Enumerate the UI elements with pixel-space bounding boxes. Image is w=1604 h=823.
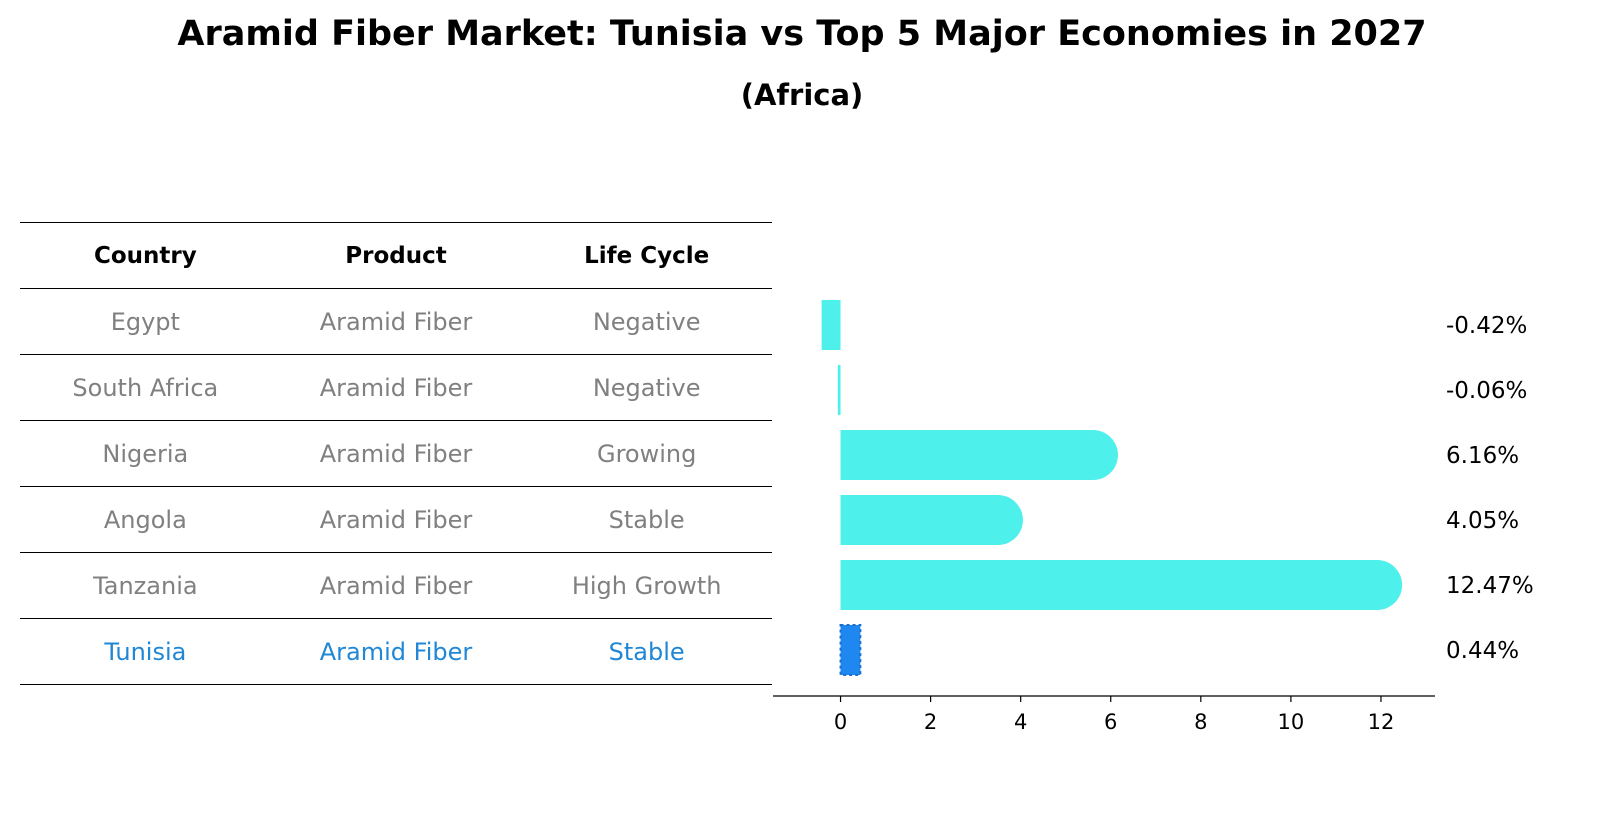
- data-label: 12.47%: [1446, 573, 1534, 599]
- chart-subtitle: (Africa): [740, 78, 864, 112]
- cell-country: Tanzania: [93, 571, 198, 600]
- header-life-cycle: Life Cycle: [584, 242, 710, 269]
- bar-tunisia: [839, 624, 862, 676]
- x-tick-label: 8: [1194, 710, 1207, 734]
- data-label: -0.06%: [1446, 378, 1527, 404]
- bar-tanzania: [840, 560, 1403, 610]
- table-row: Nigeria Aramid Fiber Growing: [20, 420, 772, 486]
- cell-country: Egypt: [110, 307, 180, 336]
- cell-life-cycle: Growing: [596, 439, 697, 468]
- x-tick-label: 4: [1014, 710, 1027, 734]
- bar-chart: -0.42% -0.06% 6.16% 4.05% 12.47% 0.44% 0 2 4 6 8 10…: [773, 300, 1534, 734]
- x-tick-label: 10: [1278, 710, 1305, 734]
- cell-life-cycle: Negative: [592, 307, 701, 336]
- chart-title: Aramid Fiber Market: Tunisia vs Top 5 Ma…: [177, 14, 1427, 54]
- cell-product: Aramid Fiber: [319, 571, 473, 600]
- table-row: Egypt Aramid Fiber Negative: [20, 288, 772, 354]
- header-country: Country: [93, 242, 197, 269]
- cell-life-cycle: Stable: [608, 637, 685, 666]
- bar-egypt: [821, 300, 841, 350]
- table-row: Angola Aramid Fiber Stable: [20, 486, 772, 552]
- data-label: 6.16%: [1446, 443, 1519, 469]
- x-tick-label: 6: [1104, 710, 1117, 734]
- table-row: Tanzania Aramid Fiber High Growth: [20, 552, 772, 618]
- cell-product: Aramid Fiber: [319, 439, 473, 468]
- header-product: Product: [345, 242, 447, 269]
- data-label: 4.05%: [1446, 508, 1519, 534]
- data-table: Country Product Life Cycle Egypt Aramid …: [20, 222, 772, 685]
- table-header-row: Country Product Life Cycle: [20, 222, 772, 288]
- cell-life-cycle: High Growth: [571, 571, 722, 600]
- cell-product: Aramid Fiber: [319, 505, 473, 534]
- cell-country: Nigeria: [102, 439, 189, 468]
- data-label: -0.42%: [1446, 313, 1527, 339]
- cell-life-cycle: Negative: [592, 373, 701, 402]
- x-tick-label: 0: [834, 710, 847, 734]
- bar-angola: [840, 495, 1023, 545]
- cell-product: Aramid Fiber: [319, 373, 473, 402]
- data-label: 0.44%: [1446, 638, 1519, 664]
- cell-life-cycle: Stable: [608, 505, 685, 534]
- cell-country: Tunisia: [104, 637, 187, 666]
- table-row: South Africa Aramid Fiber Negative: [20, 354, 772, 420]
- bar-south-africa: [837, 365, 841, 415]
- cell-product: Aramid Fiber: [319, 307, 473, 336]
- cell-country: South Africa: [72, 373, 219, 402]
- cell-country: Angola: [103, 505, 187, 534]
- table-row-highlighted: Tunisia Aramid Fiber Stable: [20, 618, 772, 685]
- x-tick-label: 2: [924, 710, 937, 734]
- bar-nigeria: [840, 430, 1118, 480]
- cell-product: Aramid Fiber: [319, 637, 473, 666]
- x-tick-label: 12: [1368, 710, 1395, 734]
